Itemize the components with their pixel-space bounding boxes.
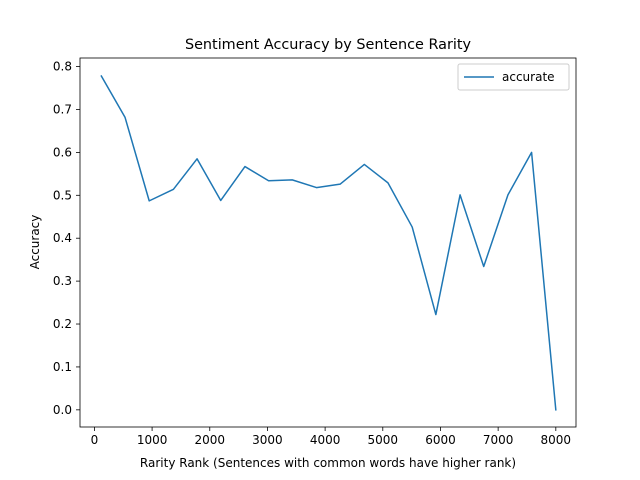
x-tick-label: 1000 [137,433,168,447]
x-tick-label: 7000 [483,433,514,447]
data-point-2 [147,199,151,203]
data-point-10 [338,182,342,186]
data-point-17 [506,193,510,197]
series-line-accurate [100,74,557,411]
y-tick-label: 0.8 [53,60,72,74]
data-point-15 [458,193,462,197]
y-tick-label: 0.5 [53,188,72,202]
chart-title: Sentiment Accuracy by Sentence Rarity [185,37,472,53]
y-tick-label: 0.4 [53,231,72,245]
data-point-12 [386,181,390,185]
x-tick-label: 4000 [310,433,341,447]
data-point-6 [243,165,247,169]
x-tick-label: 8000 [541,433,572,447]
data-point-7 [267,179,271,183]
x-tick-label: 0 [91,433,99,447]
legend-label-accurate: accurate [502,70,555,84]
y-tick-label: 0.3 [53,274,72,288]
data-point-13 [410,225,414,229]
data-point-0 [99,74,103,78]
y-tick-label: 0.6 [53,145,72,159]
data-point-8 [290,178,294,182]
x-tick-label: 3000 [252,433,283,447]
data-point-1 [123,115,127,119]
x-axis-label: Rarity Rank (Sentences with common words… [140,456,516,470]
legend-box [457,63,570,91]
x-tick-label: 5000 [368,433,399,447]
x-tick-label: 6000 [425,433,456,447]
data-point-4 [195,157,199,161]
data-point-11 [362,162,366,166]
data-point-18 [530,150,534,154]
y-tick-label: 0.1 [53,360,72,374]
series-points-accurate [99,74,557,412]
y-tick-label: 0.7 [53,102,72,116]
tick-layer: 0 1000 2000 3000 4000 5000 6000 7000 8000 0.0 0.1 0… [53,60,571,447]
data-point-14 [434,313,438,317]
y-tick-label: 0.2 [53,317,72,331]
x-tick-label: 2000 [194,433,225,447]
plot-area-frame [79,57,577,428]
data-point-5 [219,198,223,202]
data-point-16 [482,265,486,269]
data-point-3 [171,187,175,191]
data-point-19 [554,408,558,412]
y-axis-label: Accuracy [28,215,42,270]
y-tick-label: 0.0 [53,403,72,417]
legend: accurate [457,63,570,91]
data-point-9 [314,186,318,190]
